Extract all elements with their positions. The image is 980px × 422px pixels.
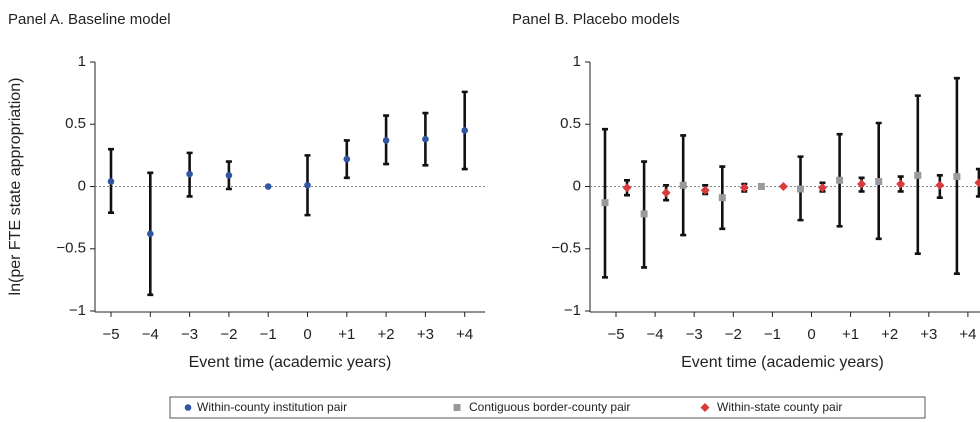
x-axis-label: Event time (academic years) — [189, 354, 392, 371]
y-tick-label: 0.5 — [560, 115, 581, 132]
y-tick-label: 0 — [78, 177, 86, 194]
x-tick-label: −2 — [220, 326, 237, 343]
point — [622, 183, 632, 193]
x-tick-label: +2 — [378, 326, 395, 343]
point — [461, 127, 469, 134]
point — [147, 230, 154, 238]
y-tick-label: 0 — [573, 177, 581, 194]
y-tick-label: −1 — [564, 302, 581, 319]
x-tick-label: +1 — [338, 326, 355, 343]
x-axis-label: Event time (academic years) — [681, 354, 884, 371]
legend-label: Contiguous border-county pair — [469, 400, 630, 414]
point — [836, 176, 844, 184]
point — [225, 171, 233, 179]
point — [661, 188, 671, 198]
point — [935, 180, 945, 190]
x-tick-label: +2 — [881, 326, 898, 343]
x-tick-label: −3 — [181, 326, 198, 343]
y-tick-label: 0.5 — [65, 115, 86, 132]
legend-box — [169, 396, 926, 419]
point — [797, 185, 804, 193]
point — [914, 171, 922, 179]
legend-marker — [700, 403, 710, 412]
point — [974, 178, 980, 188]
x-tick-label: −1 — [764, 326, 781, 343]
point — [304, 181, 311, 189]
legend-marker — [184, 404, 192, 411]
x-tick-label: +3 — [920, 326, 937, 343]
x-tick-label: +4 — [959, 326, 976, 343]
point — [739, 183, 749, 193]
point — [186, 170, 193, 178]
panel-title: Panel A. Baseline model — [8, 11, 171, 28]
legend-marker — [453, 404, 461, 411]
point — [718, 194, 726, 202]
y-tick-label: 1 — [573, 53, 581, 70]
point — [757, 183, 765, 190]
point — [857, 179, 867, 189]
x-tick-label: −2 — [725, 326, 742, 343]
point — [601, 199, 609, 207]
y-tick-label: −1 — [69, 302, 86, 319]
x-tick-label: +4 — [456, 326, 473, 343]
x-tick-label: +3 — [417, 326, 434, 343]
y-tick-label: −0.5 — [551, 240, 581, 257]
point — [422, 135, 429, 143]
panel-title: Panel B. Placebo models — [512, 11, 680, 28]
x-tick-label: −4 — [142, 326, 159, 343]
point — [953, 173, 961, 181]
legend-label: Within-county institution pair — [197, 400, 347, 414]
point — [896, 179, 906, 189]
y-tick-label: 1 — [78, 53, 86, 70]
x-tick-label: 0 — [303, 326, 311, 343]
point — [778, 182, 788, 191]
x-tick-label: −3 — [686, 326, 703, 343]
x-tick-label: −4 — [647, 326, 664, 343]
x-tick-label: −5 — [607, 326, 624, 343]
x-tick-label: +1 — [842, 326, 859, 343]
point — [343, 155, 351, 163]
point — [818, 183, 827, 193]
y-axis-label: ln(per FTE state appropriation) — [7, 78, 24, 296]
x-tick-label: 0 — [807, 326, 815, 343]
x-tick-label: −5 — [102, 326, 119, 343]
x-tick-label: −1 — [260, 326, 277, 343]
point — [382, 137, 390, 144]
point — [875, 178, 883, 186]
point — [264, 183, 272, 190]
point — [640, 210, 648, 218]
point — [107, 178, 115, 185]
point — [679, 181, 687, 189]
y-tick-label: −0.5 — [56, 240, 86, 257]
point — [700, 185, 710, 195]
legend-label: Within-state county pair — [717, 400, 842, 414]
